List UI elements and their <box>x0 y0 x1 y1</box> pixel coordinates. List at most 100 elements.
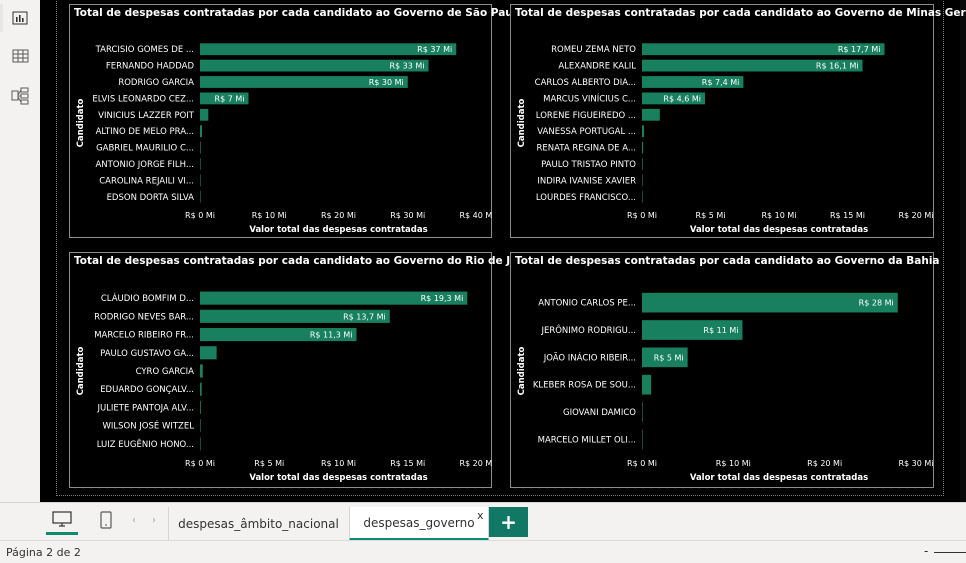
category-label: LOURDES FRANCISCO... <box>536 193 636 203</box>
x-tick-label: R$ 20 Mi <box>321 211 356 220</box>
chart-bahia[interactable]: Total de despesas contratadas por cada c… <box>510 252 940 488</box>
x-tick-label: R$ 15 Mi <box>390 459 425 468</box>
bar[interactable] <box>642 190 643 203</box>
bar[interactable] <box>642 59 863 72</box>
x-tick-label: R$ 0 Mi <box>627 211 657 220</box>
table-view-button[interactable] <box>0 38 40 74</box>
bar[interactable] <box>642 402 643 422</box>
chart-rio-de-janeiro[interactable]: Total de despesas contratadas por cada c… <box>69 252 548 488</box>
bar[interactable] <box>200 309 390 323</box>
data-label: R$ 16,1 Mi <box>816 62 859 71</box>
data-label: R$ 4,6 Mi <box>663 94 701 103</box>
category-label: PAULO GUSTAVO GA... <box>100 349 194 359</box>
bar[interactable] <box>200 141 201 154</box>
x-tick-label: R$ 5 Mi <box>254 459 284 468</box>
bar[interactable] <box>200 400 201 415</box>
category-label: LORENE FIGUEIREDO ... <box>536 111 636 121</box>
y-axis-title: Candidato <box>517 346 527 395</box>
data-label: R$ 7 Mi <box>215 94 245 103</box>
model-view-button[interactable] <box>0 78 40 114</box>
model-view-icon <box>11 87 29 105</box>
add-page-button[interactable]: + <box>489 507 528 537</box>
bar[interactable] <box>200 76 408 88</box>
category-label: GABRIEL MAURILIO C... <box>96 144 194 154</box>
desktop-icon <box>52 510 72 531</box>
x-tick-label: R$ 40 Mi <box>459 211 493 220</box>
bar[interactable] <box>642 174 643 187</box>
bar[interactable] <box>200 92 249 105</box>
tab-despesas-governo[interactable]: despesas_governo <box>349 507 489 541</box>
bar[interactable] <box>200 190 201 203</box>
bar[interactable] <box>200 108 209 121</box>
prev-page-arrow[interactable]: ‹ <box>132 515 136 526</box>
x-tick-label: R$ 0 Mi <box>627 459 657 468</box>
zoom-slider[interactable] <box>934 552 966 553</box>
page-tab-bar: ‹ › despesas_âmbito_nacional despesas_go… <box>0 502 966 541</box>
canvas-frame <box>56 0 944 496</box>
bar[interactable] <box>642 141 644 154</box>
data-label: R$ 7,4 Mi <box>702 78 740 87</box>
status-bar: Página 2 de 2 - <box>0 540 966 563</box>
category-label: EDSON DORTA SILVA <box>107 193 195 203</box>
x-tick-label: R$ 15 Mi <box>830 211 865 220</box>
chart-sao-paulo[interactable]: Total de despesas contratadas por cada c… <box>69 4 524 238</box>
mobile-layout-button[interactable] <box>90 509 122 535</box>
data-label: R$ 13,7 Mi <box>343 312 386 321</box>
bar[interactable] <box>642 158 643 170</box>
chart-minas-gerais[interactable]: Total de despesas contratadas por cada c… <box>510 4 966 238</box>
chart-svg: Candidato CLÁUDIO BOMFIM D... R$ 19,3 Mi RO… <box>76 291 493 483</box>
bar[interactable] <box>642 108 660 121</box>
chart-svg: Candidato TARCISIO GOMES DE ... R$ 37 Mi FE… <box>76 43 493 235</box>
bar[interactable] <box>200 174 201 187</box>
x-axis-title: Valor total das despesas contratadas <box>249 225 427 235</box>
report-view-icon <box>12 11 28 25</box>
data-label: R$ 37 Mi <box>417 45 452 54</box>
x-tick-label: R$ 10 Mi <box>252 211 287 220</box>
bar[interactable] <box>200 43 457 56</box>
bar[interactable] <box>200 364 203 378</box>
bar[interactable] <box>200 346 217 360</box>
bar[interactable] <box>642 320 743 340</box>
zoom-out-button[interactable]: - <box>924 544 929 558</box>
tab-despesas-ambito-nacional[interactable]: despesas_âmbito_nacional <box>168 507 348 541</box>
bar[interactable] <box>200 158 201 170</box>
bar[interactable] <box>642 292 898 313</box>
bar[interactable] <box>200 291 468 305</box>
x-tick-label: R$ 10 Mi <box>761 211 796 220</box>
bar[interactable] <box>642 92 706 105</box>
category-label: ELVIS LEONARDO CEZ... <box>92 94 194 104</box>
bar[interactable] <box>642 374 652 395</box>
report-view-button[interactable] <box>0 0 40 36</box>
category-label: JERÔNIMO RODRIGU... <box>540 324 636 336</box>
chart-title: Total de despesas contratadas por cada c… <box>74 255 548 267</box>
y-axis-title: Candidato <box>76 346 86 395</box>
category-label: VINICIUS LAZZER POIT <box>98 111 195 121</box>
desktop-layout-button[interactable] <box>46 509 78 535</box>
bar[interactable] <box>200 125 203 138</box>
x-axis-title: Valor total das despesas contratadas <box>690 473 868 483</box>
bar[interactable] <box>200 59 429 72</box>
bar[interactable] <box>200 437 201 451</box>
bar[interactable] <box>642 43 885 56</box>
bar[interactable] <box>200 382 202 396</box>
next-page-arrow[interactable]: › <box>152 515 156 526</box>
data-label: R$ 33 Mi <box>389 62 424 71</box>
x-tick-label: R$ 20 Mi <box>807 459 842 468</box>
bar[interactable] <box>200 419 201 433</box>
canvas-scrollbar[interactable] <box>960 0 966 502</box>
bar[interactable] <box>642 125 645 138</box>
chart-title: Total de despesas contratadas por cada c… <box>74 7 524 19</box>
bar[interactable] <box>642 76 744 88</box>
category-label: ALEXANDRE KALIL <box>558 62 636 72</box>
bar[interactable] <box>200 327 357 342</box>
x-tick-label: R$ 0 Mi <box>185 459 215 468</box>
category-label: MARCELO RIBEIRO FR... <box>94 331 194 341</box>
close-tab-icon[interactable]: x <box>477 509 484 522</box>
category-label: MARCELO MILLET OLI... <box>538 435 636 445</box>
bar[interactable] <box>642 347 688 368</box>
x-tick-label: R$ 5 Mi <box>696 211 726 220</box>
x-tick-label: R$ 30 Mi <box>898 459 933 468</box>
category-label: WILSON JOSÉ WITZEL <box>103 420 195 432</box>
bar[interactable] <box>642 429 643 450</box>
